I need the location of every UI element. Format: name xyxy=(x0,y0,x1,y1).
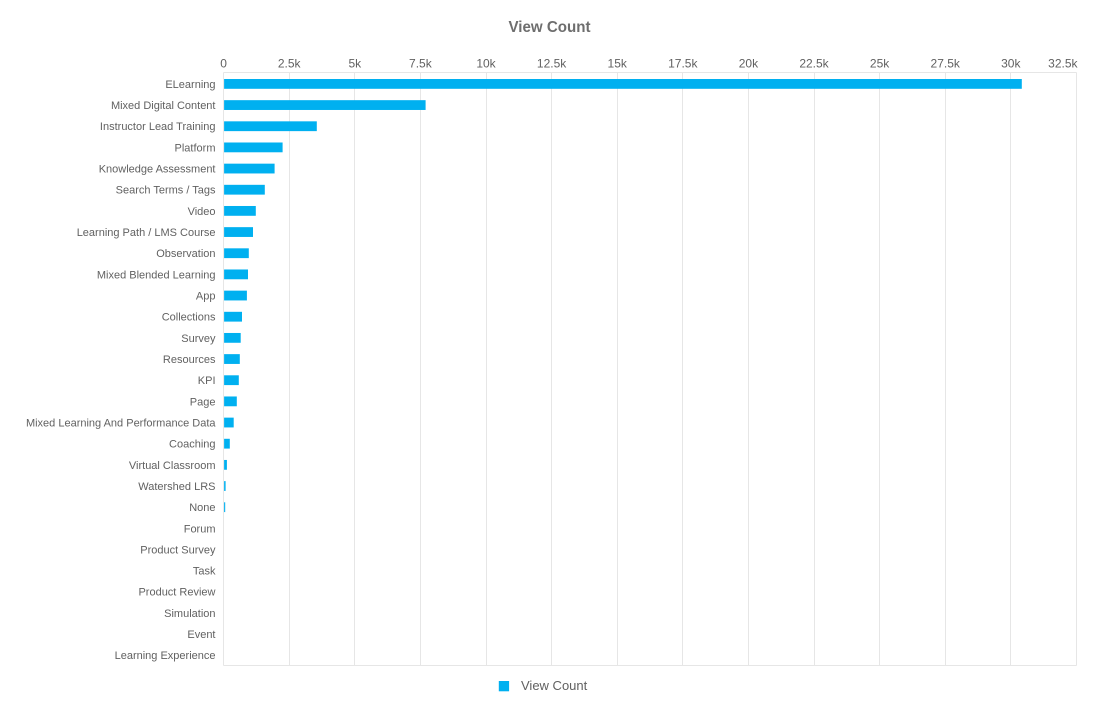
svg-text:20k: 20k xyxy=(739,57,759,71)
svg-text:KPI: KPI xyxy=(198,375,216,387)
svg-text:View Count: View Count xyxy=(509,19,592,36)
svg-text:Resources: Resources xyxy=(163,354,216,366)
svg-text:Mixed Learning And Performance: Mixed Learning And Performance Data xyxy=(26,417,216,429)
svg-text:Simulation: Simulation xyxy=(164,608,215,620)
svg-text:10k: 10k xyxy=(476,57,496,71)
svg-text:Instructor Lead Training: Instructor Lead Training xyxy=(100,121,216,133)
svg-text:30k: 30k xyxy=(1001,57,1021,71)
svg-text:22.5k: 22.5k xyxy=(799,57,829,71)
svg-text:Mixed Digital Content: Mixed Digital Content xyxy=(111,100,216,112)
svg-text:ELearning: ELearning xyxy=(165,79,215,91)
svg-text:Event: Event xyxy=(187,629,215,641)
svg-text:Observation: Observation xyxy=(156,248,215,260)
svg-text:32.5k: 32.5k xyxy=(1048,57,1078,71)
svg-text:None: None xyxy=(189,502,215,514)
svg-text:2.5k: 2.5k xyxy=(278,57,302,71)
svg-text:Page: Page xyxy=(190,396,216,408)
svg-text:Search Terms / Tags: Search Terms / Tags xyxy=(116,185,216,197)
svg-text:7.5k: 7.5k xyxy=(409,57,433,71)
svg-text:Video: Video xyxy=(188,206,216,218)
svg-text:Collections: Collections xyxy=(162,312,216,324)
svg-text:12.5k: 12.5k xyxy=(537,57,567,71)
svg-text:Coaching: Coaching xyxy=(169,439,215,451)
svg-text:Product Survey: Product Survey xyxy=(140,544,216,556)
svg-text:Mixed Blended Learning: Mixed Blended Learning xyxy=(97,269,216,281)
svg-text:Learning Path / LMS Course: Learning Path / LMS Course xyxy=(77,227,216,239)
svg-text:Knowledge Assessment: Knowledge Assessment xyxy=(99,163,216,175)
svg-text:Forum: Forum xyxy=(184,523,216,535)
svg-text:17.5k: 17.5k xyxy=(668,57,698,71)
svg-text:0: 0 xyxy=(220,57,227,71)
svg-text:App: App xyxy=(196,290,216,302)
svg-text:27.5k: 27.5k xyxy=(931,57,961,71)
svg-text:Task: Task xyxy=(193,566,216,578)
svg-text:15k: 15k xyxy=(608,57,628,71)
svg-text:Virtual Classroom: Virtual Classroom xyxy=(129,460,216,472)
svg-text:5k: 5k xyxy=(348,57,362,71)
svg-text:Learning Experience: Learning Experience xyxy=(115,650,216,662)
svg-text:View Count: View Count xyxy=(521,678,588,693)
svg-text:25k: 25k xyxy=(870,57,890,71)
svg-text:Watershed LRS: Watershed LRS xyxy=(138,481,215,493)
svg-text:Product Review: Product Review xyxy=(138,587,215,599)
svg-text:Platform: Platform xyxy=(175,142,216,154)
svg-text:Survey: Survey xyxy=(181,333,216,345)
